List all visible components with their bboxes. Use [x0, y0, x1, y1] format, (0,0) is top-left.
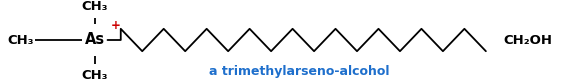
Text: +: +	[111, 19, 121, 32]
Text: CH₃: CH₃	[82, 0, 108, 13]
Text: As: As	[85, 32, 105, 48]
Text: CH₃: CH₃	[82, 69, 108, 80]
Text: CH₃: CH₃	[7, 34, 34, 46]
Text: CH₂OH: CH₂OH	[503, 34, 552, 46]
Text: a trimethylarseno-alcohol: a trimethylarseno-alcohol	[209, 66, 389, 78]
